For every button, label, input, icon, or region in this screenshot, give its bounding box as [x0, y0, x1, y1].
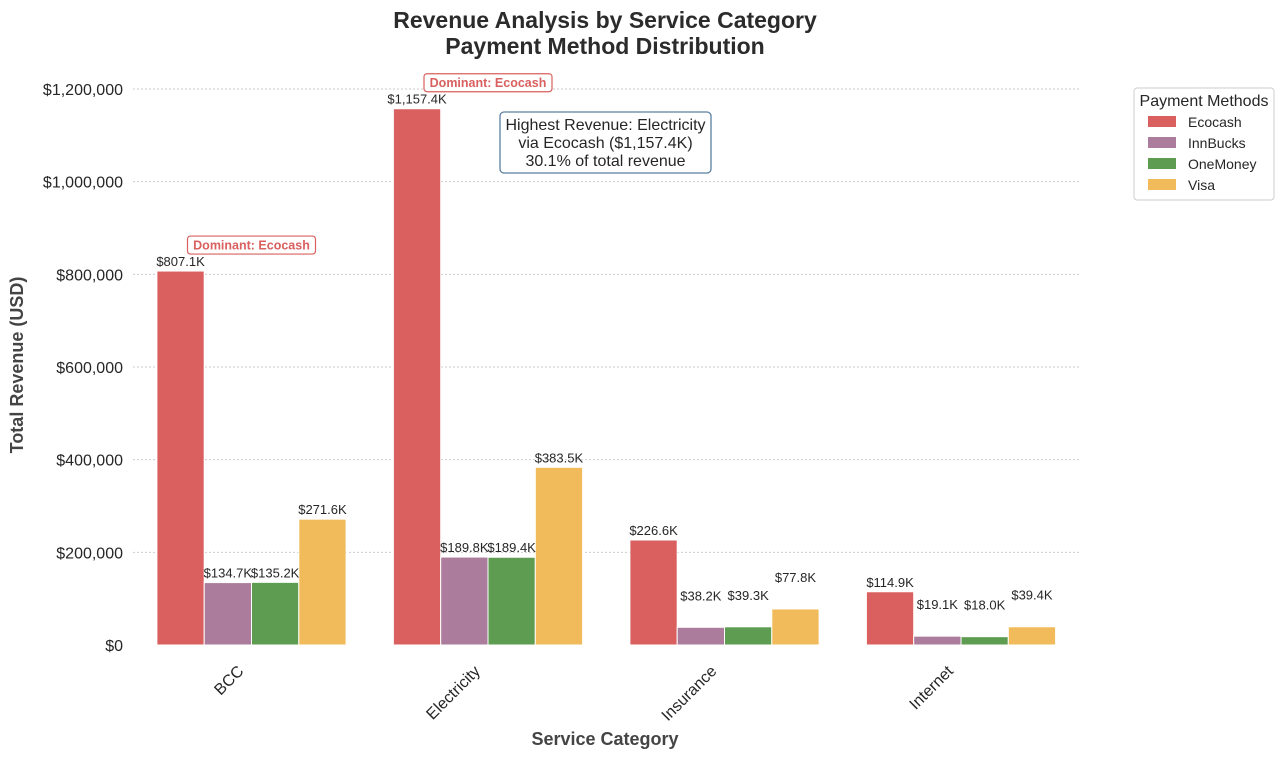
- legend-label-innbucks: InnBucks: [1188, 135, 1246, 151]
- bar-electricity-visa: [534, 466, 584, 646]
- bar-electricity-onemoney: [487, 556, 536, 646]
- callout-line2: via Ecocash ($1,157.4K): [518, 135, 692, 152]
- legend-title: Payment Methods: [1140, 93, 1269, 110]
- chart-title-line1: Revenue Analysis by Service Category: [393, 7, 817, 33]
- bar-electricity-ecocash: [392, 108, 442, 646]
- value-label-insurance-visa: $77.8K: [775, 570, 817, 585]
- dominant-annotation-bcc: Dominant: Ecocash: [193, 239, 310, 253]
- y-axis-ticks: $0 $200,000 $400,000 $600,000 $800,000 $1,000…: [43, 82, 123, 655]
- bar-bcc-onemoney: [251, 581, 300, 646]
- bar-internet-innbucks: [913, 635, 962, 646]
- bar-insurance-visa: [771, 608, 820, 646]
- value-label-bcc-onemoney: $135.2K: [251, 565, 300, 580]
- bar-insurance-innbucks: [676, 626, 726, 646]
- x-tick-label-insurance: Insurance: [659, 663, 721, 725]
- y-tick-label-0: $0: [105, 638, 123, 655]
- x-axis-title: Service Category: [531, 729, 678, 749]
- value-label-internet-onemoney: $18.0K: [964, 598, 1006, 613]
- legend-label-onemoney: OneMoney: [1188, 156, 1256, 172]
- bar-bcc-ecocash: [156, 270, 205, 646]
- x-axis-ticks: BCC Electricity Insurance Internet: [211, 662, 957, 724]
- value-label-bcc-visa: $271.6K: [298, 502, 347, 517]
- y-tick-label-2: $400,000: [56, 453, 123, 470]
- dominant-annotation-box-bcc: [186, 235, 317, 255]
- y-tick-label-3: $600,000: [56, 360, 123, 377]
- value-label-electricity-visa: $383.5K: [535, 450, 584, 465]
- chart-title-line2: Payment Method Distribution: [445, 33, 764, 59]
- bar-insurance-onemoney: [724, 626, 773, 646]
- x-tick-label-bcc: BCC: [211, 663, 247, 699]
- legend-swatch-onemoney: [1148, 158, 1176, 169]
- dominant-annotation-box-electricity: [423, 73, 553, 93]
- value-label-internet-ecocash: $114.9K: [866, 575, 914, 590]
- bar-internet-onemoney: [960, 636, 1009, 646]
- dominant-annotations: Dominant: Ecocash Dominant: Ecocash: [186, 73, 553, 255]
- value-label-insurance-ecocash: $226.6K: [629, 523, 678, 538]
- bar-insurance-ecocash: [629, 539, 678, 646]
- x-tick-label-internet: Internet: [907, 662, 958, 713]
- y-axis-title: Total Revenue (USD): [7, 277, 27, 454]
- bar-bcc-visa: [298, 518, 347, 646]
- value-label-internet-visa: $39.4K: [1011, 588, 1053, 603]
- legend-swatch-ecocash: [1148, 116, 1176, 127]
- value-label-internet-innbucks: $19.1K: [917, 597, 959, 612]
- bar-electricity-innbucks: [440, 556, 489, 646]
- dominant-annotation-electricity: Dominant: Ecocash: [430, 76, 547, 90]
- value-label-electricity-onemoney: $189.4K: [487, 540, 536, 555]
- value-label-electricity-innbucks: $189.8K: [440, 540, 489, 555]
- bar-internet-ecocash: [865, 591, 915, 646]
- value-label-bcc-innbucks: $134.7K: [204, 566, 253, 581]
- y-tick-label-4: $800,000: [56, 267, 123, 284]
- y-tick-label-1: $200,000: [56, 545, 123, 562]
- value-label-bcc-ecocash: $807.1K: [156, 254, 205, 269]
- y-tick-label-5: $1,000,000: [43, 175, 123, 192]
- x-tick-label-electricity: Electricity: [423, 663, 483, 723]
- legend-swatch-visa: [1148, 179, 1176, 190]
- legend-swatch-innbucks: [1148, 137, 1176, 148]
- legend-items: Ecocash InnBucks OneMoney Visa: [1148, 114, 1256, 193]
- bar-internet-visa: [1007, 626, 1057, 646]
- value-label-insurance-innbucks: $38.2K: [680, 588, 722, 603]
- highest-revenue-callout: Highest Revenue: Electricity via Ecocash…: [499, 111, 712, 174]
- callout-line1: Highest Revenue: Electricity: [505, 117, 705, 134]
- legend-label-ecocash: Ecocash: [1188, 114, 1242, 130]
- gridlines: [133, 88, 1080, 553]
- legend-label-visa: Visa: [1188, 177, 1215, 193]
- y-tick-label-6: $1,200,000: [43, 82, 123, 99]
- value-label-insurance-onemoney: $39.3K: [728, 588, 770, 603]
- value-label-electricity-ecocash: $1,157.4K: [387, 92, 447, 107]
- legend: Payment Methods Ecocash InnBucks OneMoney V…: [1133, 87, 1275, 201]
- value-labels: $807.1K $134.7K$135.2K $271.6K $1,157.4K $18…: [156, 92, 1053, 613]
- bars: [156, 108, 1057, 646]
- callout-line3: 30.1% of total revenue: [525, 153, 685, 170]
- bar-bcc-innbucks: [203, 582, 252, 646]
- callout-box: [499, 111, 712, 174]
